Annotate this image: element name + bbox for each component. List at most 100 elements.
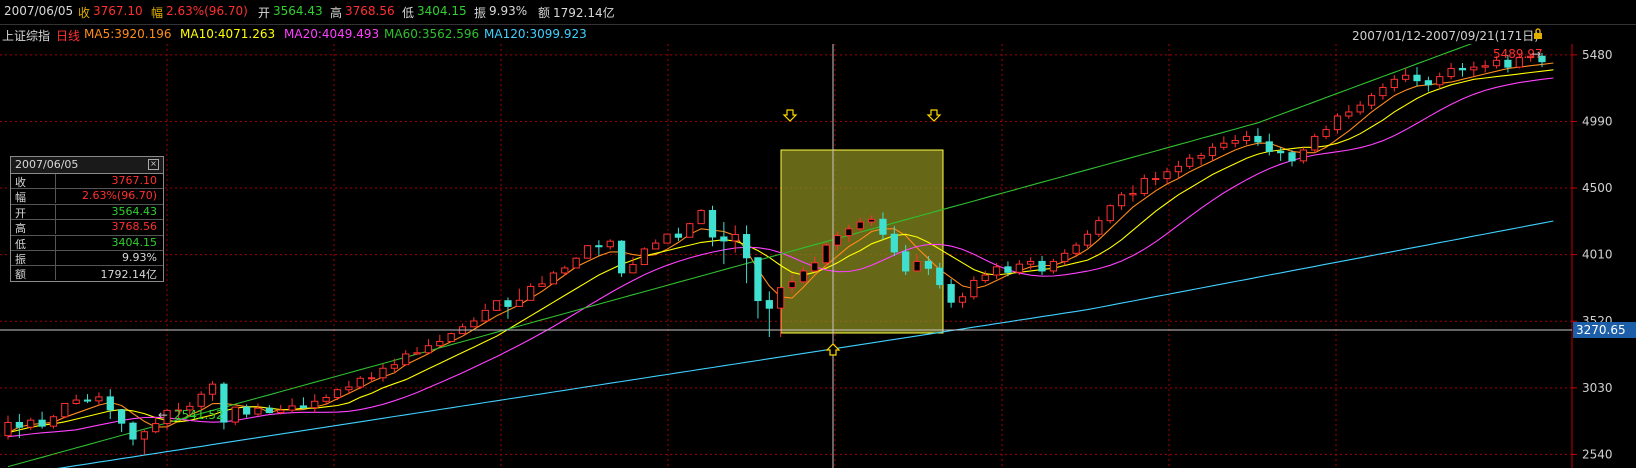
candle — [686, 222, 694, 238]
candle — [38, 411, 46, 429]
candle-body — [470, 320, 478, 328]
amplitude-label: 振 — [474, 6, 487, 20]
candle — [1436, 72, 1444, 89]
candle-body — [197, 393, 205, 407]
candle-body — [1083, 233, 1092, 246]
candle-body — [1038, 260, 1046, 272]
candle-body — [1515, 57, 1523, 68]
candle — [856, 217, 864, 233]
infobox-row-key: 低 — [15, 235, 56, 251]
candle — [1254, 128, 1262, 146]
candle-body — [811, 262, 819, 272]
candle — [129, 421, 137, 446]
candle-body — [1288, 152, 1296, 162]
y-tick-label: 3030 — [1582, 381, 1613, 395]
candle-body — [413, 352, 421, 355]
candle — [1458, 63, 1467, 77]
index-name: 上证综指 — [2, 29, 51, 43]
candle-body — [424, 345, 433, 354]
candle-body — [299, 405, 308, 409]
candle-body — [1402, 74, 1410, 80]
infobox-header[interactable]: 2007/06/05 × — [11, 157, 163, 174]
marker-arrow-right-icon[interactable] — [926, 109, 942, 122]
candle-body — [833, 235, 842, 246]
candle-body — [561, 267, 569, 274]
high-annotation-value: 5489.97 — [1493, 47, 1543, 61]
candle-body — [720, 236, 728, 242]
candle-body — [1186, 157, 1194, 167]
candle-body — [708, 209, 717, 238]
candle-body — [777, 287, 785, 309]
candle — [254, 403, 262, 416]
candle-body — [572, 257, 580, 269]
infobox-row-key: 幅 — [15, 189, 56, 204]
candles — [4, 52, 1546, 455]
candle-body — [345, 386, 353, 391]
candle-body — [1004, 266, 1012, 273]
candle-body — [1197, 154, 1205, 159]
candle — [106, 389, 114, 419]
candle — [561, 265, 569, 276]
candle-body — [379, 367, 387, 379]
candle — [1220, 136, 1228, 150]
candle — [1390, 75, 1398, 92]
candle — [186, 402, 194, 417]
candle-body — [322, 396, 330, 402]
candle-body — [1277, 150, 1285, 154]
candle — [27, 417, 35, 430]
candle — [470, 317, 478, 328]
candle — [777, 287, 785, 337]
candle-body — [1129, 192, 1137, 196]
candle-body — [1265, 141, 1273, 152]
candle-body — [1061, 252, 1069, 262]
candle — [947, 279, 955, 308]
candle-body — [1424, 80, 1432, 86]
candle-body — [697, 209, 705, 225]
candle — [1208, 143, 1217, 161]
candle — [1379, 83, 1387, 100]
lock-icon[interactable] — [1532, 28, 1544, 40]
amount-label: 额 — [538, 6, 551, 20]
period-label[interactable]: 日线 — [56, 29, 81, 43]
candle — [981, 270, 989, 284]
candle-body — [583, 245, 592, 259]
candle — [1197, 152, 1205, 165]
infobox-row: 额 1792.14亿 — [11, 266, 163, 281]
candle-body — [879, 218, 887, 235]
candle-body — [129, 422, 137, 440]
candle — [367, 372, 376, 382]
marker-arrow-left-icon[interactable] — [782, 109, 798, 122]
infobox-row-value: 9.93% — [122, 250, 157, 264]
infobox-row-value: 3404.15 — [111, 235, 158, 249]
candle-body — [95, 396, 103, 402]
candle — [1277, 147, 1285, 161]
quote-infobox[interactable]: 2007/06/05 × 收 3767.10 幅 2.63%(96.70) 开 3564.… — [10, 156, 164, 282]
candle-body — [390, 364, 398, 369]
candle-body — [1538, 55, 1546, 63]
header-date: 2007/06/05 — [4, 4, 74, 18]
candle — [379, 364, 387, 382]
candle-body — [856, 221, 864, 230]
candle — [288, 398, 296, 413]
selection-box[interactable] — [780, 149, 944, 334]
candle — [1049, 258, 1058, 274]
candle — [879, 212, 887, 240]
ma20-value: MA20:4049.493 — [284, 27, 380, 41]
candle-body — [1220, 142, 1228, 148]
close-label: 收 — [78, 6, 91, 20]
candle — [1061, 249, 1069, 266]
candle — [1265, 133, 1273, 156]
candle-body — [242, 406, 251, 415]
infobox-rows: 收 3767.10 幅 2.63%(96.70) 开 3564.43 高 3768.56 低 34… — [11, 174, 163, 281]
candle — [697, 209, 705, 225]
candle — [1038, 256, 1046, 276]
candle-body — [4, 421, 12, 437]
candlestick-chart[interactable]: 2540303035204010450049905480 ← 2541.52 5… — [0, 44, 1636, 468]
candle — [1140, 174, 1148, 197]
high-label: 高 — [330, 6, 343, 20]
infobox-row: 幅 2.63%(96.70) — [11, 189, 163, 205]
candle-body — [356, 377, 364, 388]
close-icon[interactable]: × — [148, 159, 159, 170]
candle-body — [1163, 171, 1171, 180]
candle-body — [742, 234, 751, 259]
